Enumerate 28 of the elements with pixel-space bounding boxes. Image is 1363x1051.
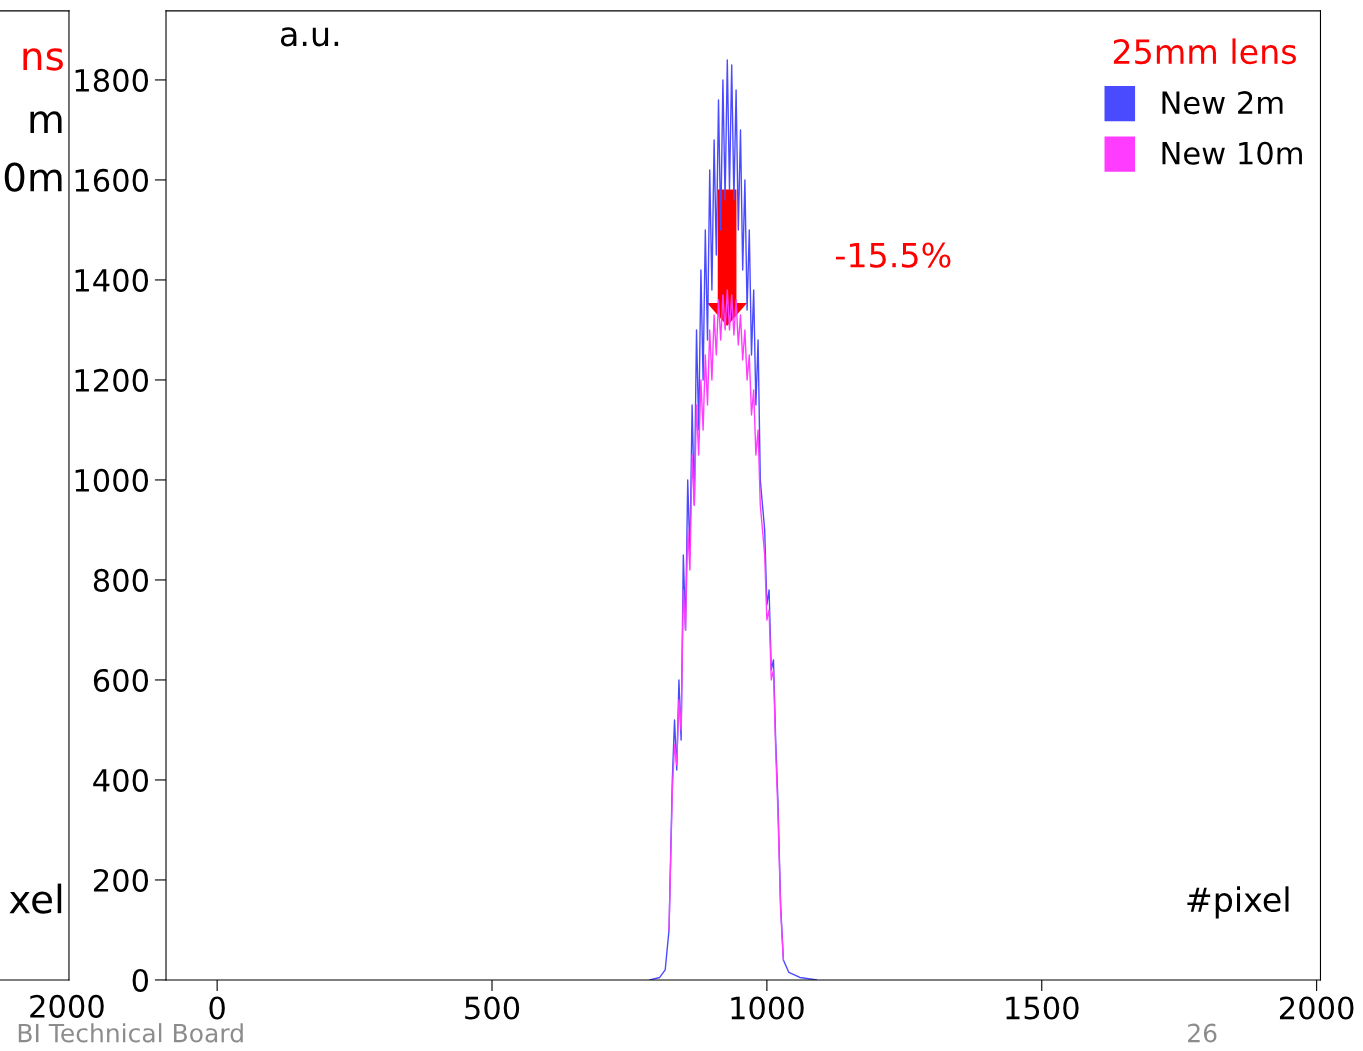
y-tick-label: 600 bbox=[93, 668, 149, 692]
annotation: -15.5% bbox=[836, 242, 951, 268]
text: xel bbox=[9, 883, 62, 914]
x-tick-label: 500 bbox=[465, 996, 520, 1020]
text: ns bbox=[23, 48, 63, 71]
x-tick-label: 1500 bbox=[1006, 996, 1079, 1020]
text: BI Technical Board bbox=[18, 1023, 243, 1043]
y-axis-title: a.u. bbox=[280, 27, 339, 47]
x-tick-label: 1000 bbox=[731, 996, 804, 1020]
legend-label: New 2m bbox=[1162, 91, 1283, 115]
y-tick-label: 1000 bbox=[75, 468, 149, 492]
y-tick-label: 1200 bbox=[75, 368, 149, 392]
y-tick-label: 400 bbox=[93, 768, 149, 792]
x-axis-title: #pixel bbox=[1187, 886, 1289, 919]
legend-title: 25mm lens bbox=[1113, 38, 1296, 65]
legend-label: New 10m bbox=[1162, 141, 1302, 165]
line-series bbox=[668, 289, 785, 961]
text: 0m bbox=[4, 162, 62, 192]
x-tick-label: 2000 bbox=[1279, 996, 1354, 1020]
text: m bbox=[30, 111, 62, 134]
y-tick-label: 200 bbox=[93, 868, 149, 892]
y-tick-label: 800 bbox=[93, 568, 149, 592]
y-tick-label: 1400 bbox=[75, 268, 149, 292]
x-tick-label: 0 bbox=[209, 996, 225, 1020]
y-tick-label: 0 bbox=[132, 968, 149, 992]
text: 26 bbox=[1188, 1023, 1217, 1043]
y-tick-label: 1600 bbox=[75, 168, 149, 192]
y-tick-label: 1800 bbox=[75, 68, 149, 92]
